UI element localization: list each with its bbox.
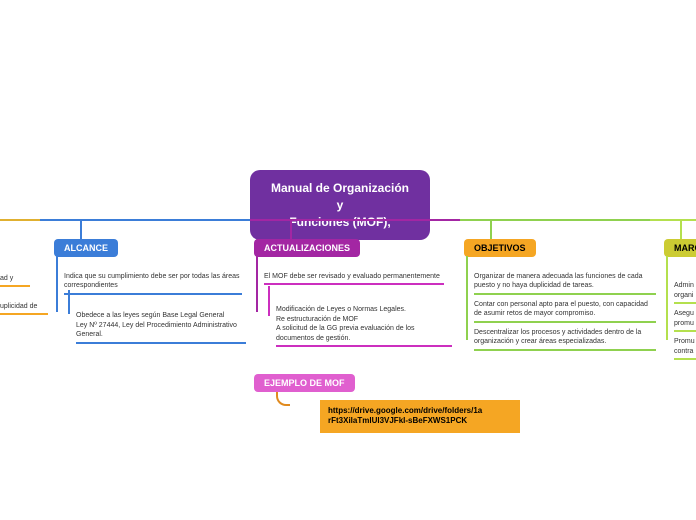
main-line-seg-2 [250,219,460,221]
branch-marco-label: MARC [664,239,696,257]
stem-alcance-3 [68,290,70,314]
stem-marco-2 [666,256,668,340]
leftcut-item-0: ad y [0,272,30,287]
leftcut-item-1: uplicidad de [0,300,48,315]
actual-item-0: El MOF debe ser revisado y evaluado perm… [264,270,444,285]
obj-item-2: Descentralizar los procesos y actividade… [474,326,656,351]
central-node: Manual de Organización y Funciones (MOF)… [250,170,430,240]
stem-actual-3 [268,286,270,316]
ejemplo-label: EJEMPLO DE MOF [254,374,355,392]
obj-item-0: Organizar de manera adecuada las funcion… [474,270,656,295]
main-line-seg-0 [0,219,40,221]
main-line-seg-3 [460,219,650,221]
ejemplo-url-box[interactable]: https://drive.google.com/drive/folders/1… [320,400,520,433]
central-title-2: Funciones (MOF), [289,215,390,229]
branch-objetivos-label: OBJETIVOS [464,239,536,257]
ejemplo-url-2: rFt3XilaTmlUl3VJFkI-sBeFXWS1PCK [328,416,467,425]
marco-item-2: Promu contra [674,326,696,360]
alcance-item-1: Obedece a las leyes según Base Legal Gen… [76,300,246,344]
stem-marco [680,219,682,239]
ejemplo-url-1: https://drive.google.com/drive/folders/1… [328,406,482,415]
main-line-seg-1 [40,219,250,221]
stem-actual [290,219,292,239]
actual-item-1: Modificación de Leyes o Normas Legales. … [276,294,452,347]
stem-objetivos [490,219,492,239]
obj-item-1: Contar con personal apto para el puesto,… [474,298,656,323]
branch-alcance-label: ALCANCE [54,239,118,257]
main-line-seg-4 [650,219,696,221]
stem-obj-2 [466,256,468,340]
branch-actual-label: ACTUALIZACIONES [254,239,360,257]
stem-actual-2 [256,256,258,312]
stem-alcance [80,219,82,239]
alcance-item-0: Indica que su cumplimiento debe ser por … [64,270,242,295]
stem-alcance-2 [56,256,58,312]
ejemplo-curve [276,392,290,406]
central-title-1: Manual de Organización y [271,181,409,212]
